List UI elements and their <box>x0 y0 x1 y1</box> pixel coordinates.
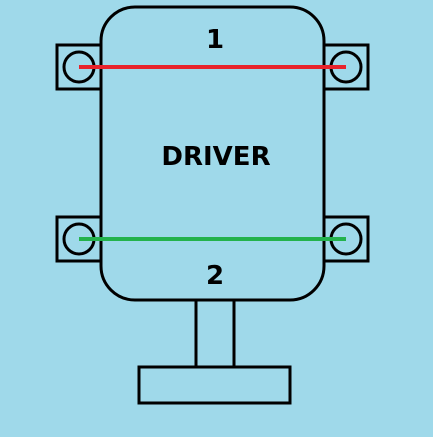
stand-base <box>137 365 292 405</box>
bottom-label: 2 <box>206 261 224 291</box>
top-label: 1 <box>206 25 224 55</box>
diagram-title: DRIVER <box>161 142 270 172</box>
